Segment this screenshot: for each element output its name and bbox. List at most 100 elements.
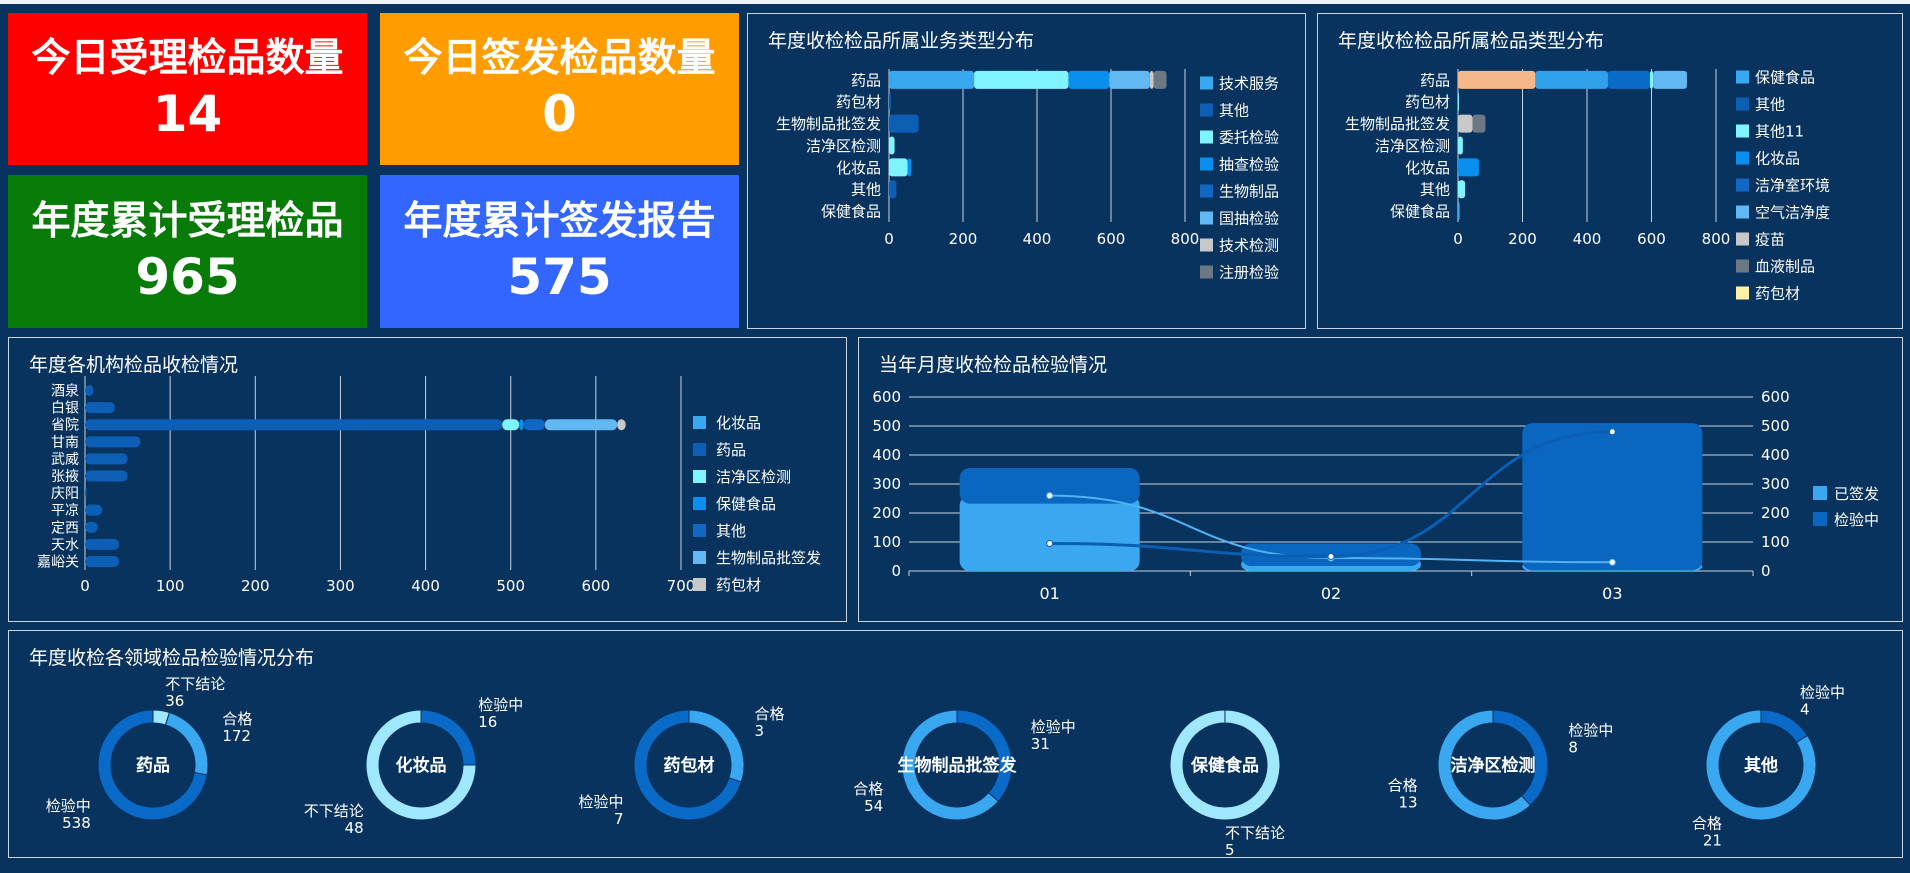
- legend-label: 化妆品: [716, 414, 761, 432]
- x-tick-label: 600: [1097, 230, 1126, 248]
- y-tick-label: 其他: [1420, 181, 1450, 199]
- y-tick-label: 生物制品批签发: [1345, 115, 1450, 133]
- kpi-value: 965: [135, 247, 240, 306]
- bar-segment: [1149, 70, 1154, 89]
- bar-segment: [85, 555, 120, 567]
- donut-slice-label: 检验中: [46, 797, 91, 815]
- y-tick-label: 其他: [851, 181, 881, 199]
- bar-segment: [617, 419, 626, 431]
- legend-swatch: [1813, 512, 1827, 526]
- y-tick-label: 生物制品批签发: [776, 115, 881, 133]
- y-tick-label: 洁净区检测: [806, 137, 881, 155]
- x-tick-label: 800: [1702, 230, 1731, 248]
- bar-segment: [1458, 114, 1473, 133]
- donut-slice: [1437, 709, 1532, 821]
- donut-slice-value: 172: [222, 727, 251, 745]
- donut-slice-value: 31: [1031, 735, 1050, 753]
- y-tick-label: 洁净区检测: [1375, 137, 1450, 155]
- bar-segment: [1458, 136, 1463, 155]
- y-tick-label: 药品: [1420, 71, 1450, 89]
- kpi-value: 14: [152, 85, 223, 143]
- legend-label: 其他: [1755, 95, 1785, 113]
- cat-type-chart: 0 200 400 600 800药品药包材生物制品批签发洁净区检测化妆品其他保健食品保…: [1345, 68, 1830, 302]
- legend-swatch: [1736, 286, 1749, 300]
- bar-testing: [959, 468, 1140, 504]
- field-panel: 年度收检各领域检品检验情况分布 不下结论 36 合格 172 检验中 538 药品 检验中 16…: [8, 630, 1903, 858]
- legend-label: 化妆品: [1755, 149, 1800, 167]
- donut-slice-value: 4: [1800, 700, 1810, 718]
- donut-slice-label: 不下结论: [304, 802, 364, 820]
- legend-swatch: [1736, 205, 1749, 219]
- donut-slice-value: 538: [62, 814, 91, 832]
- bar-segment: [519, 419, 524, 431]
- biz-type-chart: 0 200 400 600 800药品药包材生物制品批签发洁净区检测化妆品其他保健食品技…: [776, 69, 1279, 281]
- legend-label: 洁净室环境: [1755, 176, 1830, 194]
- y-tick-label: 平凉: [51, 503, 79, 519]
- cat-type-panel: 年度收检检品所属检品类型分布 0 200 400 600 800 药品 药包材 生物制品批签发…: [1317, 13, 1903, 329]
- donut-slice-label: 不下结论: [1225, 824, 1285, 842]
- donut-center-label: 其他: [1744, 755, 1778, 776]
- legend-swatch: [693, 443, 706, 456]
- donut-center-label: 药包材: [664, 755, 715, 776]
- bar-segment: [1472, 114, 1486, 133]
- donut-slice: [1169, 709, 1281, 821]
- bar-segment: [85, 436, 141, 448]
- y2-tick-label: 500: [1761, 417, 1790, 435]
- kpi-value: 575: [507, 247, 612, 306]
- x-tick-label: 800: [1171, 230, 1200, 248]
- panel-title: 年度收检各领域检品检验情况分布: [29, 647, 315, 669]
- bar-segment: [907, 158, 912, 177]
- donut-center-label: 药品: [136, 755, 170, 776]
- bar-segment: [523, 419, 545, 431]
- legend-swatch: [1200, 130, 1213, 144]
- bar-segment: [1109, 70, 1150, 89]
- legend-swatch: [1736, 232, 1749, 246]
- legend-label: 注册检验: [1219, 263, 1279, 281]
- donut-slice-label: 检验中: [478, 696, 523, 714]
- y-tick-label: 保健食品: [821, 202, 881, 220]
- x-tick-label: 400: [1023, 230, 1052, 248]
- biz-type-panel: 年度收检检品所属业务类型分布 0 200 400 600 800 药品 药包材 生物制品批签发…: [747, 13, 1306, 329]
- kpi-value: 0: [542, 85, 577, 143]
- legend-label: 保健食品: [1755, 68, 1815, 86]
- donut-slice: [164, 711, 209, 776]
- y-tick-label: 600: [872, 388, 901, 406]
- donut-slice-label: 合格: [1388, 776, 1418, 794]
- y-tick-label: 400: [872, 446, 901, 464]
- bar-segment: [85, 419, 503, 431]
- y-tick-label: 0: [891, 562, 901, 580]
- y-tick-label: 200: [872, 504, 901, 522]
- line-point-testing: [1327, 553, 1335, 560]
- x-tick-label: 200: [949, 230, 978, 248]
- y-tick-label: 定西: [51, 520, 79, 536]
- x-tick-label: 0: [884, 230, 894, 248]
- bar-segment: [1458, 180, 1466, 199]
- legend-label: 疫苗: [1755, 230, 1785, 248]
- legend-swatch: [1200, 265, 1213, 279]
- y-tick-label: 保健食品: [1390, 202, 1450, 220]
- donut-slice-label: 合格: [222, 710, 252, 728]
- donut-slice-label: 不下结论: [165, 675, 225, 693]
- x-tick-label: 600: [582, 577, 611, 595]
- bar-testing: [1522, 423, 1703, 571]
- donut-center-label: 洁净区检测: [1451, 755, 1536, 776]
- x-tick-label: 02: [1321, 584, 1341, 603]
- donut-slice-value: 36: [165, 692, 184, 710]
- y2-tick-label: 200: [1761, 504, 1790, 522]
- month-panel: 当年月度收检检品检验情况 0 0 100 100 200 200 300 300 400 400 5…: [858, 337, 1903, 622]
- legend-swatch: [1813, 486, 1827, 500]
- top-border: [0, 0, 1910, 4]
- donut-slice-label: 检验中: [1031, 718, 1076, 736]
- bar-segment: [1607, 70, 1650, 89]
- donut-slice-value: 54: [864, 797, 883, 815]
- bar-segment: [85, 521, 98, 533]
- donut-slice: [633, 709, 742, 821]
- kpi-label: 今日受理检品数量: [31, 36, 344, 81]
- kpi-today-issued: 今日签发检品数量 0: [380, 13, 739, 165]
- x-tick-label: 03: [1602, 584, 1622, 603]
- y2-tick-label: 100: [1761, 533, 1790, 551]
- bar-segment: [544, 419, 618, 431]
